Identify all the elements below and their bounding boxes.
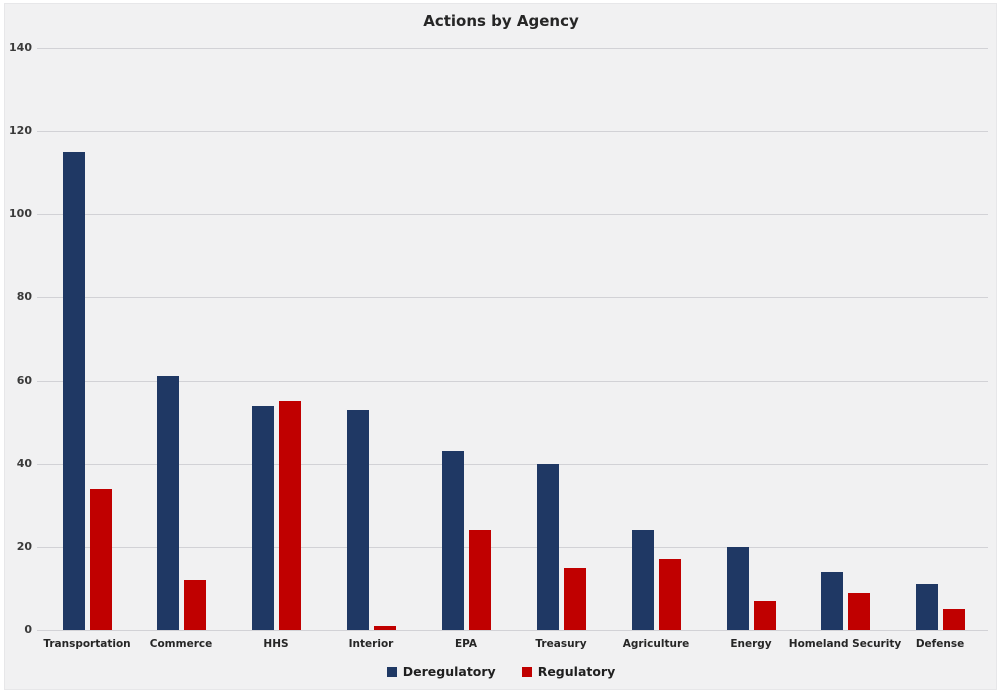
legend: Deregulatory Regulatory (0, 664, 1002, 679)
legend-label: Deregulatory (402, 664, 496, 679)
bar-regulatory-treasury (564, 568, 586, 630)
y-axis-tick-label: 40 (16, 457, 32, 470)
bar-regulatory-agriculture (659, 559, 681, 630)
bar-regulatory-defense (943, 609, 965, 630)
bar-regulatory-epa (469, 530, 491, 630)
bar-regulatory-homeland-security (848, 593, 870, 630)
x-axis-category-label: Agriculture (622, 638, 690, 650)
bar-regulatory-hhs (279, 401, 301, 630)
bar-deregulatory-homeland-security (821, 572, 843, 630)
gridline-y-0 (37, 630, 988, 631)
gridline-y-100 (37, 214, 988, 215)
x-axis-category-label: Homeland Security (788, 638, 902, 650)
gridline-y-140 (37, 48, 988, 49)
legend-swatch-icon (386, 666, 397, 677)
bar-regulatory-interior (374, 626, 396, 630)
bar-deregulatory-energy (727, 547, 749, 630)
bar-deregulatory-hhs (252, 406, 274, 630)
y-axis-tick-label: 100 (9, 207, 32, 220)
y-axis-tick-label: 60 (16, 374, 32, 387)
y-axis-tick-label: 140 (9, 41, 32, 54)
gridline-y-60 (37, 381, 988, 382)
x-axis-category-label: Commerce (149, 638, 213, 650)
gridline-y-20 (37, 547, 988, 548)
x-axis-category-label: Energy (730, 638, 772, 650)
x-axis-category-label: Transportation (43, 638, 131, 650)
bar-deregulatory-transportation (63, 152, 85, 630)
y-axis-tick-label: 120 (9, 124, 32, 137)
x-axis-category-label: Interior (348, 638, 394, 650)
bar-regulatory-transportation (90, 489, 112, 630)
legend-item-regulatory: Regulatory (521, 664, 616, 679)
legend-item-deregulatory: Deregulatory (386, 664, 496, 679)
bar-regulatory-energy (754, 601, 776, 630)
y-axis-tick-label: 80 (16, 290, 32, 303)
gridline-y-80 (37, 297, 988, 298)
x-axis-category-label: Defense (915, 638, 965, 650)
y-axis-tick-label: 20 (16, 540, 32, 553)
y-axis-tick-label: 0 (24, 623, 32, 636)
bar-deregulatory-epa (442, 451, 464, 630)
x-axis-category-label: HHS (263, 638, 289, 650)
bar-deregulatory-treasury (537, 464, 559, 630)
bar-deregulatory-interior (347, 410, 369, 630)
bar-deregulatory-defense (916, 584, 938, 630)
legend-swatch-icon (521, 666, 532, 677)
gridline-y-40 (37, 464, 988, 465)
x-axis-category-label: EPA (454, 638, 478, 650)
bar-deregulatory-agriculture (632, 530, 654, 630)
bar-regulatory-commerce (184, 580, 206, 630)
gridline-y-120 (37, 131, 988, 132)
chart-title: Actions by Agency (423, 12, 579, 30)
bar-deregulatory-commerce (157, 376, 179, 630)
x-axis-category-label: Treasury (535, 638, 587, 650)
chart-panel (4, 3, 997, 690)
legend-label: Regulatory (537, 664, 616, 679)
